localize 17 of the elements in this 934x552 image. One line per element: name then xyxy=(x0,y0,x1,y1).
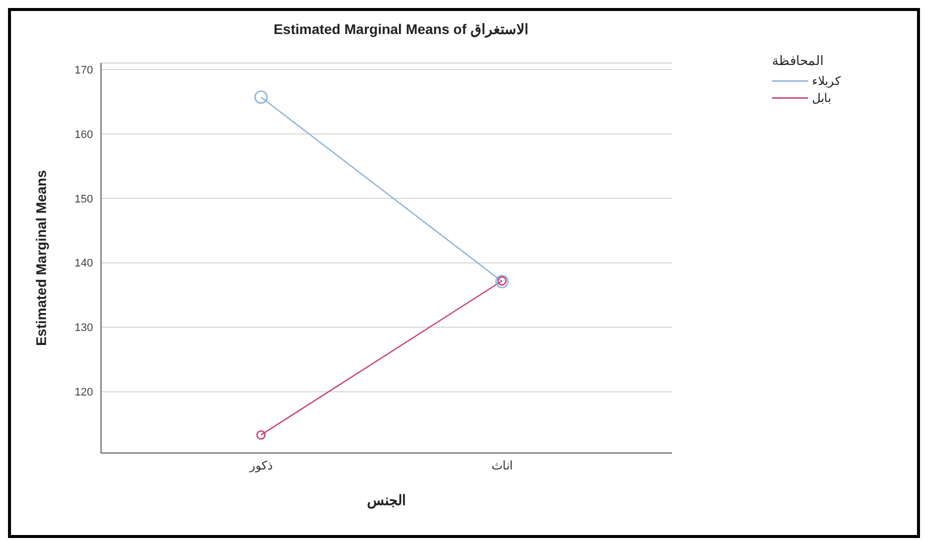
y-tick-label: 160 xyxy=(74,128,93,141)
x-tick-label: اناث xyxy=(492,458,512,473)
y-tick-label: 140 xyxy=(74,258,93,270)
point xyxy=(256,430,266,440)
chart-title: Estimated Marginal Means of الاستغراق xyxy=(272,21,530,37)
legend-title: المحافظة xyxy=(772,53,825,68)
y-tick-label: 170 xyxy=(74,64,93,76)
legend-label: بابل xyxy=(812,91,831,105)
x-tick-label: ذكور xyxy=(248,458,272,473)
y-tick-label: 150 xyxy=(74,193,93,206)
legend-label: كربلاء xyxy=(812,74,841,88)
y-axis-title: Estimated Marginal Means xyxy=(32,170,49,346)
y-tick-label: 120 xyxy=(74,386,93,399)
point xyxy=(254,90,268,104)
y-tick-label: 130 xyxy=(74,322,93,334)
x-axis-title: الجنس xyxy=(367,492,406,509)
point xyxy=(495,274,509,288)
